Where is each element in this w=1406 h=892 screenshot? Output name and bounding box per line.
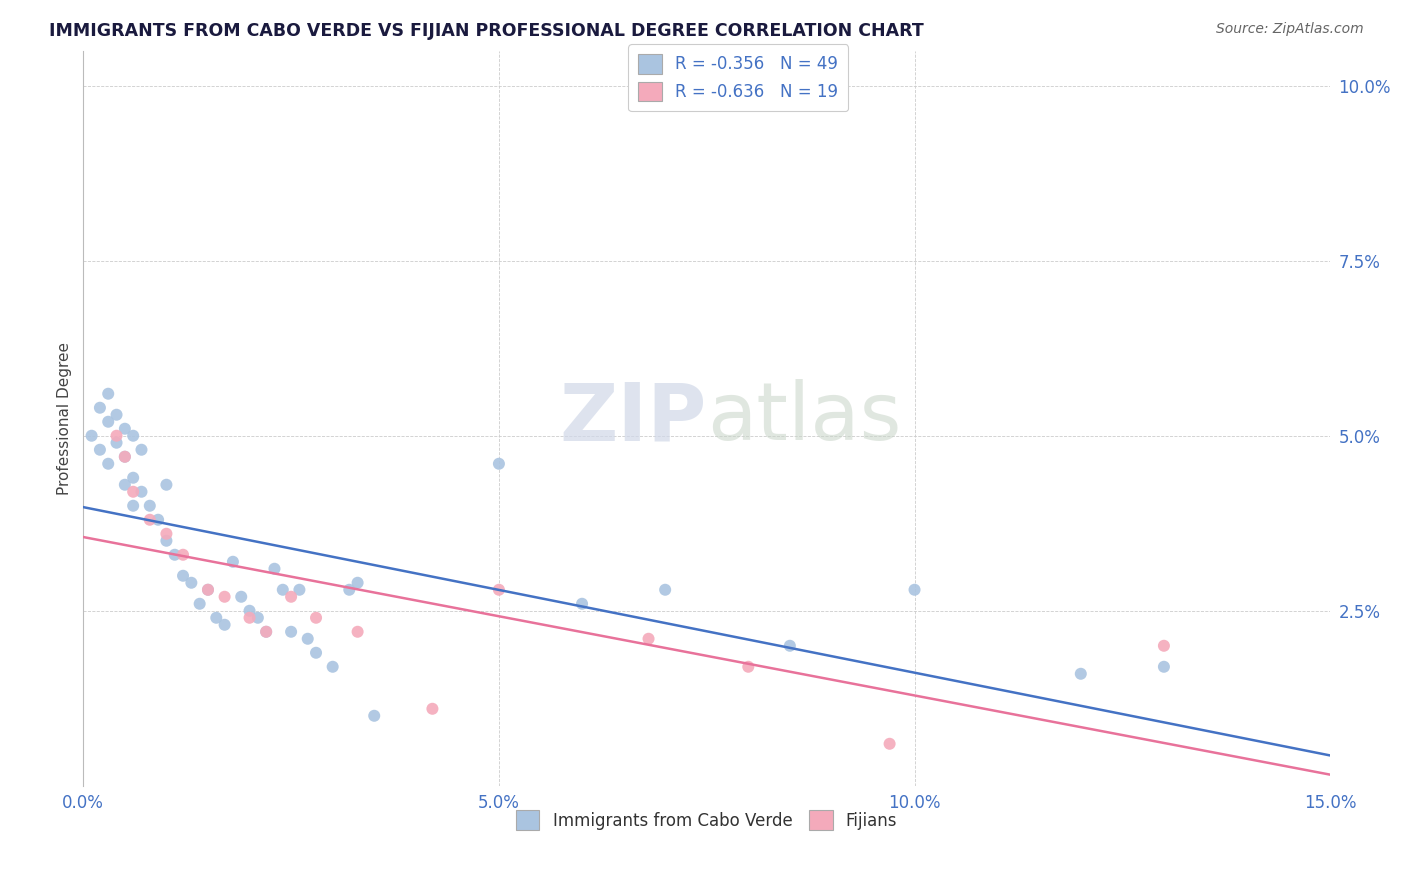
Point — [238, 611, 260, 625]
Point — [188, 597, 211, 611]
Point — [1153, 639, 1175, 653]
Text: IMMIGRANTS FROM CABO VERDE VS FIJIAN PROFESSIONAL DEGREE CORRELATION CHART: IMMIGRANTS FROM CABO VERDE VS FIJIAN PRO… — [49, 22, 924, 40]
Point — [1070, 666, 1092, 681]
Point — [205, 611, 228, 625]
Point — [155, 526, 177, 541]
Point — [146, 513, 169, 527]
Point — [114, 450, 136, 464]
Point — [89, 442, 111, 457]
Point — [654, 582, 676, 597]
Point — [337, 582, 360, 597]
Point — [222, 555, 245, 569]
Point — [737, 659, 759, 673]
Point — [172, 568, 194, 582]
Point — [779, 639, 801, 653]
Point — [305, 646, 328, 660]
Point — [155, 477, 177, 491]
Point — [139, 499, 162, 513]
Point — [214, 617, 236, 632]
Point — [122, 471, 145, 485]
Point — [263, 562, 285, 576]
Point — [297, 632, 319, 646]
Point — [254, 624, 277, 639]
Point — [80, 428, 103, 442]
Point — [105, 435, 128, 450]
Point — [254, 624, 277, 639]
Point — [89, 401, 111, 415]
Point — [280, 590, 302, 604]
Point — [363, 708, 385, 723]
Point — [163, 548, 186, 562]
Legend: Immigrants from Cabo Verde, Fijians: Immigrants from Cabo Verde, Fijians — [509, 804, 904, 837]
Point — [122, 484, 145, 499]
Point — [139, 513, 162, 527]
Point — [155, 533, 177, 548]
Point — [214, 590, 236, 604]
Point — [280, 624, 302, 639]
Point — [131, 442, 153, 457]
Text: Source: ZipAtlas.com: Source: ZipAtlas.com — [1216, 22, 1364, 37]
Point — [346, 575, 368, 590]
Point — [197, 582, 219, 597]
Point — [238, 604, 260, 618]
Point — [122, 499, 145, 513]
Point — [105, 408, 128, 422]
Point — [97, 386, 120, 401]
Point — [322, 659, 344, 673]
Point — [131, 484, 153, 499]
Point — [114, 450, 136, 464]
Point — [305, 611, 328, 625]
Point — [879, 737, 901, 751]
Point — [231, 590, 253, 604]
Point — [97, 457, 120, 471]
Point — [97, 415, 120, 429]
Point — [197, 582, 219, 597]
Point — [246, 611, 269, 625]
Point — [637, 632, 659, 646]
Point — [288, 582, 311, 597]
Y-axis label: Professional Degree: Professional Degree — [58, 342, 72, 495]
Point — [903, 582, 925, 597]
Point — [346, 624, 368, 639]
Text: ZIP: ZIP — [560, 379, 707, 458]
Point — [1153, 659, 1175, 673]
Point — [172, 548, 194, 562]
Point — [271, 582, 294, 597]
Point — [488, 457, 510, 471]
Text: atlas: atlas — [707, 379, 901, 458]
Point — [488, 582, 510, 597]
Point — [180, 575, 202, 590]
Point — [114, 477, 136, 491]
Point — [114, 422, 136, 436]
Point — [571, 597, 593, 611]
Point — [105, 428, 128, 442]
Point — [122, 428, 145, 442]
Point — [422, 702, 444, 716]
